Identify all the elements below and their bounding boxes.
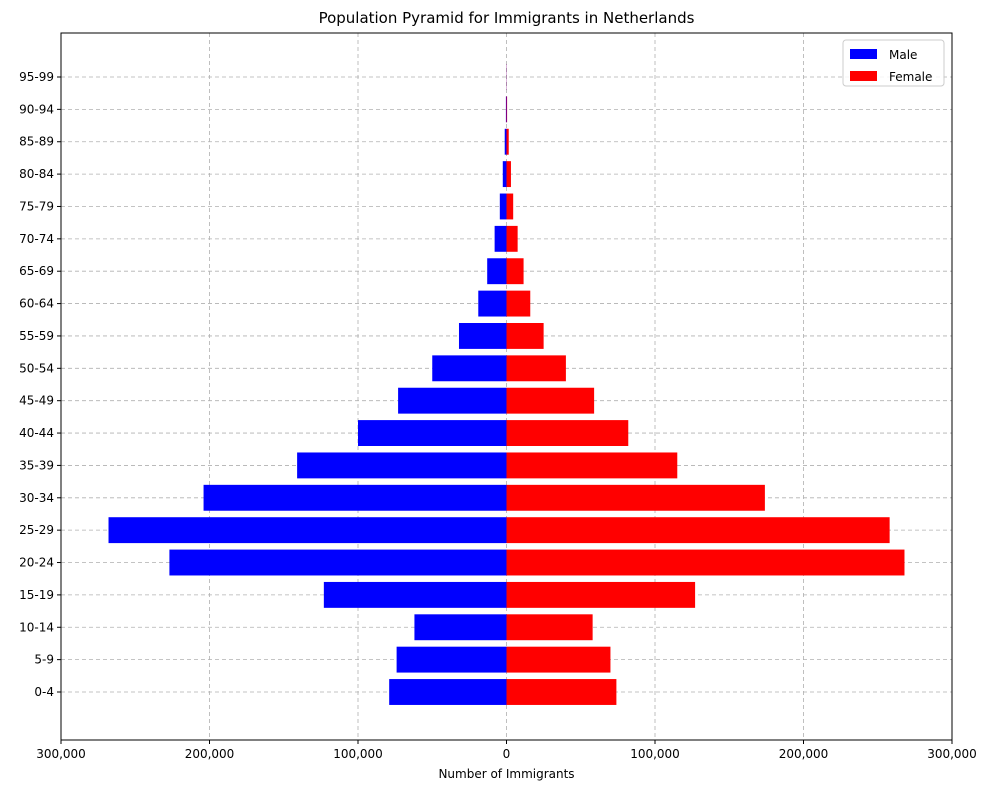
bar-female-40-44 [506, 420, 629, 446]
y-tick-label: 60-64 [19, 297, 54, 311]
bar-female-20-24 [506, 549, 905, 576]
bar-male-25-29 [108, 517, 507, 544]
bar-male-45-49 [398, 387, 507, 414]
y-tick-label: 40-44 [19, 426, 54, 440]
x-tick-label: 0 [503, 747, 511, 761]
bar-female-70-74 [506, 225, 518, 252]
y-tick-label: 85-89 [19, 135, 54, 149]
y-tick-label: 15-19 [19, 588, 54, 602]
x-tick-label: 200,000 [779, 747, 829, 761]
bar-female-60-64 [506, 290, 531, 317]
y-tick-label: 65-69 [19, 264, 54, 278]
y-tick-label: 95-99 [19, 70, 54, 84]
axis-ticks: 300,000 200,000 100,000 0 100,000 200,000 300,… [19, 70, 977, 761]
bar-female-10-14 [506, 614, 593, 641]
y-tick-label: 5-9 [34, 653, 54, 667]
y-tick-label: 30-34 [19, 491, 54, 505]
bar-female-65-69 [506, 258, 524, 285]
bar-male-60-64 [478, 290, 507, 317]
bar-female-55-59 [506, 323, 544, 349]
x-axis-label: Number of Immigrants [438, 767, 574, 781]
legend-swatch-female [850, 71, 877, 81]
bar-male-55-59 [458, 323, 507, 349]
bar-male-65-69 [487, 258, 507, 285]
y-tick-label: 20-24 [19, 556, 54, 570]
x-tick-label: 100,000 [630, 747, 680, 761]
y-tick-label: 55-59 [19, 329, 54, 343]
bar-male-5-9 [396, 646, 507, 673]
y-tick-label: 75-79 [19, 199, 54, 213]
x-tick-label: 300,000 [36, 747, 86, 761]
bar-female-90-94 [506, 96, 508, 123]
bar-female-25-29 [506, 517, 890, 544]
bar-female-50-54 [506, 355, 566, 382]
bar-female-80-84 [506, 161, 511, 188]
bar-male-90-94 [505, 96, 507, 123]
bar-female-0-4 [506, 679, 617, 705]
bar-female-5-9 [506, 646, 611, 673]
bar-male-70-74 [494, 225, 507, 252]
legend-label-male: Male [889, 48, 917, 62]
y-tick-label: 10-14 [19, 620, 54, 634]
bar-female-30-34 [506, 484, 765, 511]
x-tick-label: 300,000 [927, 747, 977, 761]
y-tick-label: 0-4 [34, 685, 54, 699]
bar-male-75-79 [499, 193, 507, 220]
y-tick-label: 45-49 [19, 394, 54, 408]
y-tick-label: 50-54 [19, 361, 54, 375]
y-tick-label: 25-29 [19, 523, 54, 537]
bar-male-85-89 [504, 128, 507, 155]
y-tick-label: 35-39 [19, 458, 54, 472]
bar-female-75-79 [506, 193, 514, 220]
bar-male-10-14 [414, 614, 507, 641]
bar-male-0-4 [389, 679, 507, 705]
bar-male-20-24 [169, 549, 507, 576]
legend-swatch-male [850, 49, 877, 59]
bar-female-45-49 [506, 387, 595, 414]
bar-male-50-54 [432, 355, 507, 382]
x-tick-label: 200,000 [185, 747, 235, 761]
bar-male-40-44 [358, 420, 507, 446]
bar-male-80-84 [502, 161, 507, 188]
bar-male-35-39 [297, 452, 507, 479]
legend-label-female: Female [889, 70, 932, 84]
y-tick-label: 70-74 [19, 232, 54, 246]
bars [108, 64, 905, 705]
bar-male-15-19 [323, 581, 507, 608]
chart-title: Population Pyramid for Immigrants in Net… [319, 9, 695, 27]
y-tick-label: 90-94 [19, 102, 54, 116]
grid-lines [60, 33, 953, 740]
bar-female-35-39 [506, 452, 678, 479]
bar-female-85-89 [506, 128, 509, 155]
x-tick-label: 100,000 [333, 747, 383, 761]
y-tick-label: 80-84 [19, 167, 54, 181]
bar-male-30-34 [203, 484, 507, 511]
legend: Male Female [842, 39, 945, 87]
bar-female-15-19 [506, 581, 696, 608]
